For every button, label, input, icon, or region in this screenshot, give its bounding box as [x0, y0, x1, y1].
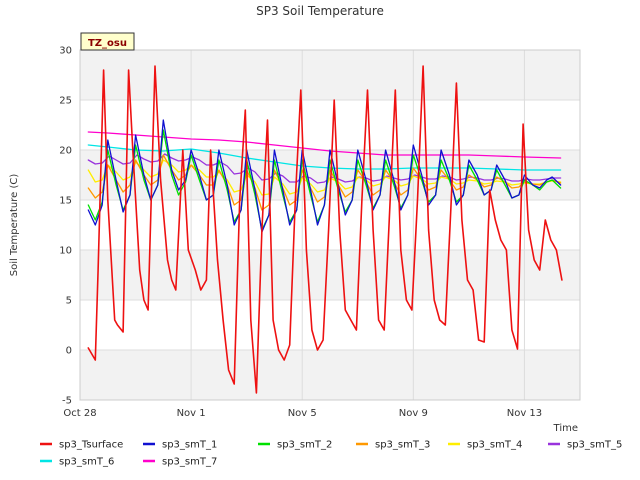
- series-line-sp3-smT-3: [87, 154, 562, 211]
- x-tick-label: Nov 1: [177, 408, 206, 419]
- legend-item-sp3-Tsurface: sp3_Tsurface: [40, 440, 123, 451]
- x-tick-label: Nov 5: [288, 408, 317, 419]
- legend-label: sp3_smT_6: [59, 457, 114, 468]
- legend-label: sp3_smT_1: [162, 440, 217, 451]
- legend-item-sp3-smT-3: sp3_smT_3: [356, 440, 430, 451]
- x-tick-label: Nov 9: [399, 408, 428, 419]
- legend-label: sp3_smT_4: [467, 440, 522, 451]
- y-tick-label: 5: [66, 296, 72, 307]
- y-tick-label: 25: [59, 96, 72, 107]
- y-axis-title: Soil Temperature (C): [9, 174, 20, 277]
- plot-frame: [79, 49, 581, 401]
- legend-label: sp3_smT_2: [277, 440, 332, 451]
- legend-item-sp3-smT-4: sp3_smT_4: [448, 440, 522, 451]
- legend-label: sp3_smT_7: [162, 457, 217, 468]
- y-tick-label: 30: [59, 46, 72, 57]
- y-tick-label: 10: [59, 246, 72, 257]
- legend-item-sp3-smT-7: sp3_smT_7: [143, 457, 217, 468]
- grid-bands: [80, 50, 580, 400]
- y-axis: -5 0 5 10 15 20 25 30: [59, 46, 72, 407]
- series-line-sp3-smT-5: [87, 153, 562, 184]
- x-axis-title: Time: [553, 423, 578, 434]
- timezone-badge: TZ_osu: [80, 32, 135, 51]
- x-tick-label: Oct 28: [63, 408, 96, 419]
- legend-label: sp3_smT_3: [375, 440, 430, 451]
- series-line-sp3-smT-4: [87, 159, 562, 196]
- series-line-sp3-Tsurface: [87, 65, 563, 394]
- y-tick-label: -5: [62, 396, 72, 407]
- legend-item-sp3-smT-6: sp3_smT_6: [40, 457, 114, 468]
- legend: sp3_Tsurface sp3_smT_1 sp3_smT_2 sp3_smT_3 s…: [40, 440, 622, 468]
- legend-label: sp3_smT_5: [567, 440, 622, 451]
- legend-item-sp3-smT-2: sp3_smT_2: [258, 440, 332, 451]
- x-axis: Oct 28 Nov 1 Nov 5 Nov 9 Nov 13: [63, 408, 542, 419]
- x-tick-label: Nov 13: [507, 408, 542, 419]
- series-line-sp3-smT-1: [87, 119, 562, 233]
- grid-band: [80, 250, 580, 300]
- grid-band: [80, 350, 580, 400]
- timezone-badge-label: TZ_osu: [88, 38, 127, 49]
- grid-band: [80, 50, 580, 100]
- y-tick-label: 0: [66, 346, 72, 357]
- chart-title: SP3 Soil Temperature: [256, 4, 384, 18]
- y-tick-label: 20: [59, 146, 72, 157]
- legend-item-sp3-smT-5: sp3_smT_5: [548, 440, 622, 451]
- legend-label: sp3_Tsurface: [59, 440, 123, 451]
- series-lines: [87, 65, 563, 394]
- y-tick-label: 15: [59, 196, 72, 207]
- legend-item-sp3-smT-1: sp3_smT_1: [143, 440, 217, 451]
- timezone-badge-box: [80, 32, 135, 51]
